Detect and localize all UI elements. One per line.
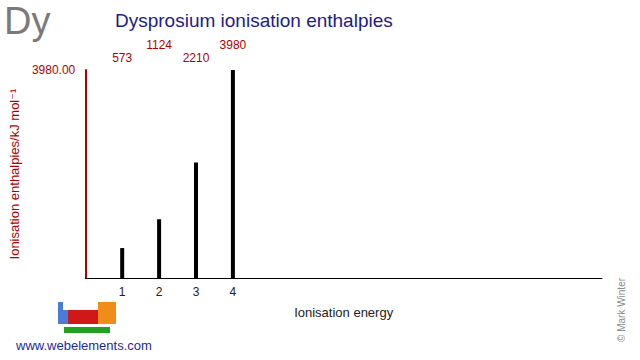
svg-text:1124: 1124 — [146, 38, 172, 52]
svg-text:Dy: Dy — [4, 0, 50, 42]
svg-text:Ionisation energy: Ionisation energy — [294, 305, 394, 320]
svg-text:2210: 2210 — [183, 51, 210, 65]
svg-text:www.webelements.com: www.webelements.com — [15, 338, 152, 353]
svg-text:3: 3 — [193, 285, 200, 299]
svg-text:Dysprosium ionisation enthalpi: Dysprosium ionisation enthalpies — [115, 10, 393, 31]
svg-text:3980.00: 3980.00 — [32, 63, 76, 77]
svg-text:Ionisation enthalpies/kJ mol⁻¹: Ionisation enthalpies/kJ mol⁻¹ — [7, 88, 22, 260]
svg-text:2: 2 — [156, 285, 163, 299]
svg-text:© Mark Winter: © Mark Winter — [616, 277, 627, 342]
svg-text:3980: 3980 — [220, 38, 247, 52]
svg-text:4: 4 — [230, 285, 237, 299]
svg-text:1: 1 — [119, 285, 126, 299]
svg-text:573: 573 — [112, 51, 132, 65]
